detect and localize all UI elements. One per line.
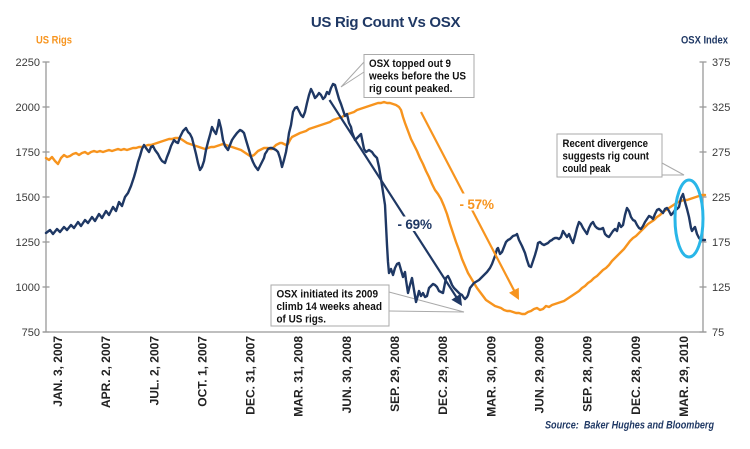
svg-text:SEP. 28, 2009: SEP. 28, 2009 [581,336,595,412]
svg-text:SEP. 29, 2008: SEP. 29, 2008 [388,336,402,412]
svg-text:1250: 1250 [16,237,40,249]
svg-text:MAR. 29, 2010: MAR. 29, 2010 [677,336,691,417]
svg-text:US Rigs: US Rigs [36,35,72,47]
svg-text:DEC. 29, 2008: DEC. 29, 2008 [436,336,450,415]
svg-text:750: 750 [22,327,40,339]
svg-text:could peak: could peak [563,163,612,175]
svg-text:Source: Baker Hughes and Bloo: Source: Baker Hughes and Bloomberg [545,420,714,432]
svg-text:MAR. 30, 2009: MAR. 30, 2009 [484,336,498,417]
svg-text:325: 325 [712,102,730,114]
svg-text:MAR. 31, 2008: MAR. 31, 2008 [292,336,306,417]
svg-text:1750: 1750 [16,147,40,159]
svg-text:JUN. 29, 2009: JUN. 29, 2009 [532,336,546,414]
svg-text:weeks before the US: weeks before the US [368,70,466,82]
svg-text:JUL. 2, 2007: JUL. 2, 2007 [147,336,161,406]
svg-text:2250: 2250 [16,57,40,69]
svg-text:JAN. 3, 2007: JAN. 3, 2007 [51,336,65,407]
svg-text:climb 14 weeks ahead: climb 14 weeks ahead [277,301,383,313]
svg-text:225: 225 [712,192,730,204]
svg-text:OSX topped out 9: OSX topped out 9 [369,58,451,70]
svg-text:suggests rig count: suggests rig count [563,150,650,162]
svg-text:OSX initiated its 2009: OSX initiated its 2009 [277,289,379,301]
svg-text:2000: 2000 [16,102,40,114]
svg-text:1500: 1500 [16,192,40,204]
svg-text:DEC. 31, 2007: DEC. 31, 2007 [244,336,258,415]
svg-text:Recent divergence: Recent divergence [563,138,649,150]
svg-text:US Rig Count Vs OSX: US Rig Count Vs OSX [311,14,461,31]
svg-text:1000: 1000 [16,282,40,294]
svg-text:175: 175 [712,237,730,249]
svg-text:OSX Index: OSX Index [681,35,729,47]
svg-text:APR. 2, 2007: APR. 2, 2007 [99,336,113,408]
svg-text:275: 275 [712,147,730,159]
svg-text:rig count peaked.: rig count peaked. [369,83,453,95]
svg-text:of US rigs.: of US rigs. [277,313,327,325]
svg-text:375: 375 [712,57,730,69]
svg-text:JUN. 30, 2008: JUN. 30, 2008 [340,336,354,414]
svg-text:- 69%: - 69% [398,217,432,232]
svg-text:- 57%: - 57% [460,197,494,212]
svg-text:DEC. 28, 2009: DEC. 28, 2009 [629,336,643,415]
svg-text:75: 75 [712,327,724,339]
svg-text:125: 125 [712,282,730,294]
svg-text:OCT. 1, 2007: OCT. 1, 2007 [195,336,209,407]
